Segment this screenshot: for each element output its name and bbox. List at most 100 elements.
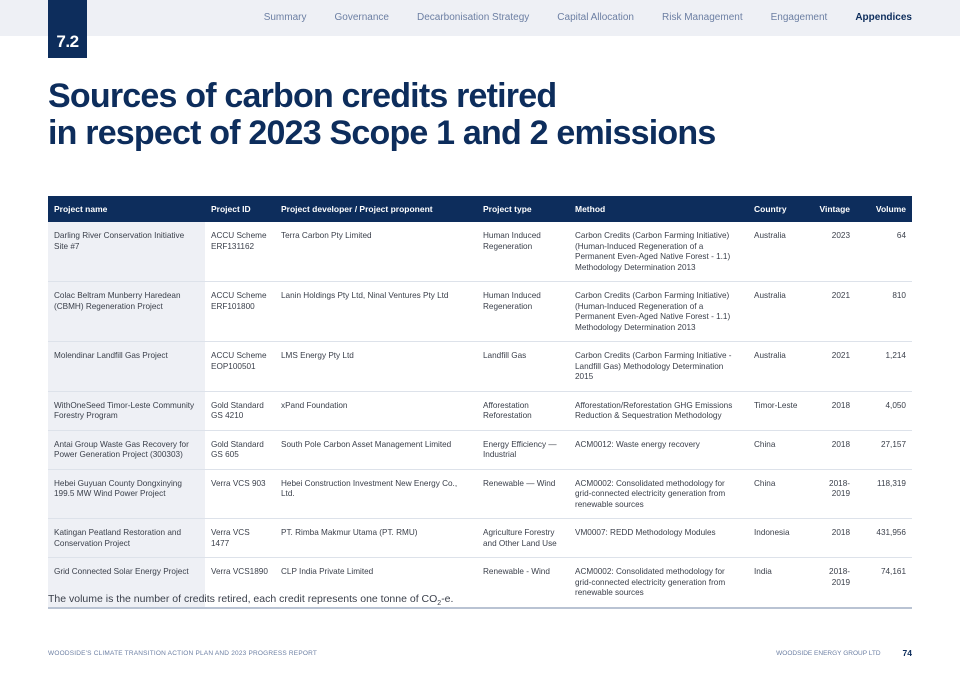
cell-developer: South Pole Carbon Asset Management Limit… (275, 430, 477, 470)
cell-method: Afforestation/Reforestation GHG Emission… (569, 391, 748, 431)
footer-report-title: WOODSIDE'S CLIMATE TRANSITION ACTION PLA… (48, 650, 318, 657)
cell-project-type: Energy Efficiency — Industrial (477, 430, 569, 470)
cell-project-name: Darling River Conservation Initiative Si… (48, 222, 205, 282)
cell-project-id: ACCU Scheme EOP100501 (205, 341, 275, 392)
page-title-line-1: Sources of carbon credits retired (48, 77, 557, 115)
footnote-subscript: 2 (437, 600, 442, 608)
footnote: The volume is the number of credits reti… (48, 593, 453, 607)
cell-project-name: Hebei Guyuan County Dongxinying 199.5 MW… (48, 469, 205, 519)
cell-volume: 1,214 (856, 341, 912, 392)
table-row: Antai Group Waste Gas Recovery for Power… (48, 430, 912, 470)
cell-project-type: Renewable - Wind (477, 557, 569, 609)
cell-project-id: ACCU Scheme ERF101800 (205, 281, 275, 342)
cell-vintage: 2018 (806, 518, 856, 558)
nav-summary[interactable]: Summary (263, 12, 307, 23)
cell-project-type: Agriculture Forestry and Other Land Use (477, 518, 569, 558)
cell-developer: Hebei Construction Investment New Energy… (275, 469, 477, 519)
cell-project-id: Gold Standard GS 4210 (205, 391, 275, 431)
cell-vintage: 2023 (806, 222, 856, 282)
cell-vintage: 2018-2019 (806, 557, 856, 609)
header-method: Method (569, 196, 748, 222)
table-row: Molendinar Landfill Gas Project ACCU Sch… (48, 341, 912, 392)
cell-country: Australia (748, 281, 806, 342)
cell-method: Carbon Credits (Carbon Farming Initiativ… (569, 281, 748, 342)
cell-volume: 4,050 (856, 391, 912, 431)
cell-volume: 810 (856, 281, 912, 342)
cell-vintage: 2021 (806, 281, 856, 342)
cell-project-name: WithOneSeed Timor-Leste Community Forest… (48, 391, 205, 431)
nav-risk-management[interactable]: Risk Management (662, 12, 743, 23)
cell-volume: 64 (856, 222, 912, 282)
cell-method: ACM0002: Consolidated methodology for gr… (569, 557, 748, 609)
section-number: 7.2 (56, 32, 79, 51)
cell-volume: 74,161 (856, 557, 912, 609)
header-country: Country (748, 196, 806, 222)
header-project-developer: Project developer / Project proponent (275, 196, 477, 222)
table-row: Colac Beltram Munberry Haredean (CBMH) R… (48, 281, 912, 342)
footnote-suffix: -e. (441, 593, 454, 605)
cell-country: Australia (748, 341, 806, 392)
cell-project-name: Antai Group Waste Gas Recovery for Power… (48, 430, 205, 470)
cell-method: Carbon Credits (Carbon Farming Initiativ… (569, 341, 748, 392)
section-number-tab: 7.2 (48, 0, 87, 58)
nav-appendices[interactable]: Appendices (855, 12, 912, 23)
cell-project-id: Verra VCS 903 (205, 469, 275, 519)
footer-company: WOODSIDE ENERGY GROUP LTD (776, 649, 881, 657)
nav-governance[interactable]: Governance (334, 12, 389, 23)
page-title: Sources of carbon credits retired in res… (48, 77, 716, 152)
cell-vintage: 2018 (806, 391, 856, 431)
nav-decarbonisation-strategy[interactable]: Decarbonisation Strategy (416, 12, 530, 23)
cell-volume: 431,956 (856, 518, 912, 558)
top-nav-bar (0, 0, 960, 36)
table-row: WithOneSeed Timor-Leste Community Forest… (48, 391, 912, 431)
nav-capital-allocation[interactable]: Capital Allocation (557, 12, 634, 23)
carbon-credits-table: Project name Project ID Project develope… (48, 196, 912, 609)
cell-country: China (748, 469, 806, 519)
cell-project-id: ACCU Scheme ERF131162 (205, 222, 275, 282)
cell-project-name: Colac Beltram Munberry Haredean (CBMH) R… (48, 281, 205, 342)
cell-country: Timor-Leste (748, 391, 806, 431)
table-row: Grid Connected Solar Energy Project Verr… (48, 557, 912, 609)
cell-project-type: Landfill Gas (477, 341, 569, 392)
cell-method: ACM0012: Waste energy recovery (569, 430, 748, 470)
nav-engagement[interactable]: Engagement (770, 12, 828, 23)
footnote-text: The volume is the number of credits reti… (48, 593, 438, 605)
cell-country: China (748, 430, 806, 470)
cell-method: Carbon Credits (Carbon Farming Initiativ… (569, 222, 748, 282)
cell-project-id: Verra VCS 1477 (205, 518, 275, 558)
cell-project-id: Verra VCS1890 (205, 557, 275, 609)
cell-method: VM0007: REDD Methodology Modules (569, 518, 748, 558)
cell-vintage: 2021 (806, 341, 856, 392)
cell-method: ACM0002: Consolidated methodology for gr… (569, 469, 748, 519)
cell-developer: xPand Foundation (275, 391, 477, 431)
table-row: Hebei Guyuan County Dongxinying 199.5 MW… (48, 469, 912, 519)
cell-project-name: Grid Connected Solar Energy Project (48, 557, 205, 609)
cell-country: Australia (748, 222, 806, 282)
table-header-row: Project name Project ID Project develope… (48, 196, 912, 222)
cell-project-id: Gold Standard GS 605 (205, 430, 275, 470)
header-volume: Volume (856, 196, 912, 222)
cell-project-name: Molendinar Landfill Gas Project (48, 341, 205, 392)
page-title-line-2: in respect of 2023 Scope 1 and 2 emissio… (48, 114, 716, 152)
cell-developer: LMS Energy Pty Ltd (275, 341, 477, 392)
cell-developer: Lanin Holdings Pty Ltd, Ninal Ventures P… (275, 281, 477, 342)
cell-vintage: 2018 (806, 430, 856, 470)
cell-project-name: Katingan Peatland Restoration and Conser… (48, 518, 205, 558)
cell-developer: CLP India Private Limited (275, 557, 477, 609)
header-project-name: Project name (48, 196, 205, 222)
cell-developer: Terra Carbon Pty Limited (275, 222, 477, 282)
cell-project-type: Afforestation Reforestation (477, 391, 569, 431)
top-navigation: Summary Governance Decarbonisation Strat… (264, 12, 912, 23)
cell-country: India (748, 557, 806, 609)
cell-vintage: 2018-2019 (806, 469, 856, 519)
cell-volume: 27,157 (856, 430, 912, 470)
page-number: 74 (902, 648, 912, 658)
table-row: Darling River Conservation Initiative Si… (48, 222, 912, 282)
table-row: Katingan Peatland Restoration and Conser… (48, 518, 912, 558)
cell-project-type: Human Induced Regeneration (477, 281, 569, 342)
cell-project-type: Human Induced Regeneration (477, 222, 569, 282)
cell-volume: 118,319 (856, 469, 912, 519)
header-project-id: Project ID (205, 196, 275, 222)
header-vintage: Vintage (806, 196, 856, 222)
cell-country: Indonesia (748, 518, 806, 558)
